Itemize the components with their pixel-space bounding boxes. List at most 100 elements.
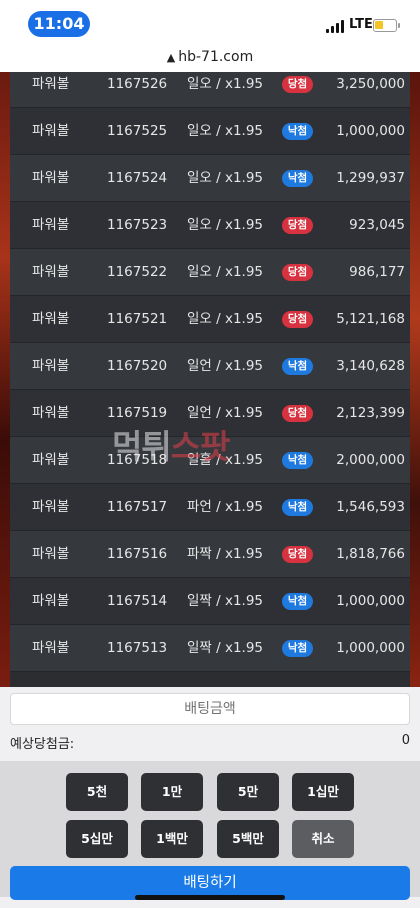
bet-row: 파워볼 1167517 파언 / x1.95 낙첨 1,546,593 — [10, 484, 410, 531]
round-number: 1167521 — [107, 311, 168, 327]
row-divider — [10, 483, 410, 484]
round-number: 1167522 — [107, 264, 168, 280]
row-divider — [10, 295, 410, 296]
game-name: 파워볼 — [32, 76, 70, 92]
chip-5thousand-button[interactable]: 5천 — [66, 773, 128, 811]
round-number: 1167520 — [107, 358, 168, 374]
bet-row: 파워볼 1167521 일오 / x1.95 당첨 5,121,168 — [10, 296, 410, 343]
address-bar[interactable]: ▲ hb-71.com — [0, 46, 420, 72]
bet-row: 파워볼 1167513 일짝 / x1.95 낙첨 1,000,000 — [10, 625, 410, 672]
pick-odds: 일오 / x1.95 — [187, 170, 264, 186]
row-divider — [10, 530, 410, 531]
row-divider — [10, 154, 410, 155]
status-time: 11:04 — [28, 11, 90, 37]
result-badge: 당첨 — [282, 311, 313, 328]
game-name: 파워볼 — [32, 546, 70, 562]
pick-odds: 파짝 / x1.95 — [187, 546, 264, 562]
background-left — [0, 72, 10, 687]
bet-row: 파워볼 1167522 일오 / x1.95 당첨 986,177 — [10, 249, 410, 296]
round-number: 1167513 — [107, 640, 168, 656]
bet-amount-input[interactable] — [10, 693, 410, 725]
bet-row: 파워볼 1167526 일오 / x1.95 당첨 3,250,000 — [10, 72, 410, 108]
row-divider — [10, 577, 410, 578]
bet-amount: 1,000,000 — [336, 123, 405, 139]
game-name: 파워볼 — [32, 123, 70, 139]
pick-odds: 일오 / x1.95 — [187, 123, 264, 139]
bet-amount: 5,121,168 — [336, 311, 405, 327]
row-divider — [10, 342, 410, 343]
result-badge: 당첨 — [282, 405, 313, 422]
cancel-button[interactable]: 취소 — [292, 820, 354, 858]
bet-amount: 3,250,000 — [336, 76, 405, 92]
round-number: 1167516 — [107, 546, 168, 562]
chip-50thousand-button[interactable]: 5만 — [217, 773, 279, 811]
game-name: 파워볼 — [32, 358, 70, 374]
pick-odds: 파언 / x1.95 — [187, 499, 264, 515]
bet-amount: 1,818,766 — [336, 546, 405, 562]
pick-odds: 일오 / x1.95 — [187, 311, 264, 327]
pick-odds: 일오 / x1.95 — [187, 264, 264, 280]
result-badge: 낙첨 — [282, 170, 313, 187]
secure-lock-icon: ▲ — [166, 51, 176, 64]
game-name: 파워볼 — [32, 452, 70, 468]
round-number: 1167514 — [107, 593, 168, 609]
url-text: hb-71.com — [178, 49, 254, 65]
row-divider — [10, 107, 410, 108]
bet-row: 파워볼 1167523 일오 / x1.95 당첨 923,045 — [10, 202, 410, 249]
row-divider — [10, 201, 410, 202]
result-badge: 당첨 — [282, 217, 313, 234]
network-label: LTE — [349, 17, 373, 32]
bet-row: 파워볼 1167525 일오 / x1.95 낙첨 1,000,000 — [10, 108, 410, 155]
result-badge: 당첨 — [282, 76, 313, 93]
row-divider — [10, 671, 410, 672]
pick-odds: 일오 / x1.95 — [187, 76, 264, 92]
game-name: 파워볼 — [32, 640, 70, 656]
bet-row: 파워볼 1167518 일홀 / x1.95 낙첨 2,000,000 — [10, 437, 410, 484]
bet-amount: 1,000,000 — [336, 640, 405, 656]
round-number: 1167524 — [107, 170, 168, 186]
pick-odds: 일오 / x1.95 — [187, 217, 264, 233]
result-badge: 낙첨 — [282, 123, 313, 140]
pick-odds: 일언 / x1.95 — [187, 358, 264, 374]
bet-amount: 1,546,593 — [336, 499, 405, 515]
game-name: 파워볼 — [32, 170, 70, 186]
betting-panel: 예상당첨금: 0 5천 1만 5만 1십만 5십만 1백만 5백만 취소 배팅하… — [0, 687, 420, 908]
chip-5million-button[interactable]: 5백만 — [217, 820, 279, 858]
result-badge: 낙첨 — [282, 452, 313, 469]
pick-odds: 일홀 / x1.95 — [187, 452, 264, 468]
bet-amount: 2,000,000 — [336, 452, 405, 468]
round-number: 1167517 — [107, 499, 168, 515]
game-name: 파워볼 — [32, 264, 70, 280]
background-right — [410, 72, 420, 687]
expected-winnings-label: 예상당첨금: — [10, 737, 75, 752]
signal-icon — [326, 20, 344, 33]
chip-1million-button[interactable]: 1백만 — [141, 820, 203, 858]
chip-10thousand-button[interactable]: 1만 — [141, 773, 203, 811]
round-number: 1167523 — [107, 217, 168, 233]
bet-row: 파워볼 1167519 일언 / x1.95 당첨 2,123,399 — [10, 390, 410, 437]
bet-history-list[interactable]: 파워볼 1167526 일오 / x1.95 당첨 3,250,000 파워볼 116752… — [10, 72, 410, 687]
bet-row: 파워볼 1167514 일짝 / x1.95 낙첨 1,000,000 — [10, 578, 410, 625]
game-name: 파워볼 — [32, 311, 70, 327]
battery-icon — [373, 19, 400, 32]
bet-amount: 1,000,000 — [336, 593, 405, 609]
home-indicator[interactable] — [135, 895, 285, 900]
pick-odds: 일짝 / x1.95 — [187, 640, 264, 656]
chip-100thousand-button[interactable]: 1십만 — [292, 773, 354, 811]
result-badge: 당첨 — [282, 546, 313, 563]
bet-amount: 986,177 — [349, 264, 405, 280]
result-badge: 당첨 — [282, 264, 313, 281]
result-badge: 낙첨 — [282, 499, 313, 516]
bet-row: 파워볼 1167516 파짝 / x1.95 당첨 1,818,766 — [10, 531, 410, 578]
game-name: 파워볼 — [32, 405, 70, 421]
place-bet-button[interactable]: 배팅하기 — [10, 866, 410, 900]
expected-winnings-value: 0 — [401, 733, 410, 748]
bet-amount: 2,123,399 — [336, 405, 405, 421]
bet-amount: 923,045 — [349, 217, 405, 233]
expected-winnings: 예상당첨금: 0 — [10, 731, 410, 753]
bet-amount: 3,140,628 — [336, 358, 405, 374]
round-number: 1167519 — [107, 405, 168, 421]
chip-500thousand-button[interactable]: 5십만 — [66, 820, 128, 858]
status-bar: 11:04 LTE — [0, 0, 420, 46]
round-number: 1167525 — [107, 123, 168, 139]
